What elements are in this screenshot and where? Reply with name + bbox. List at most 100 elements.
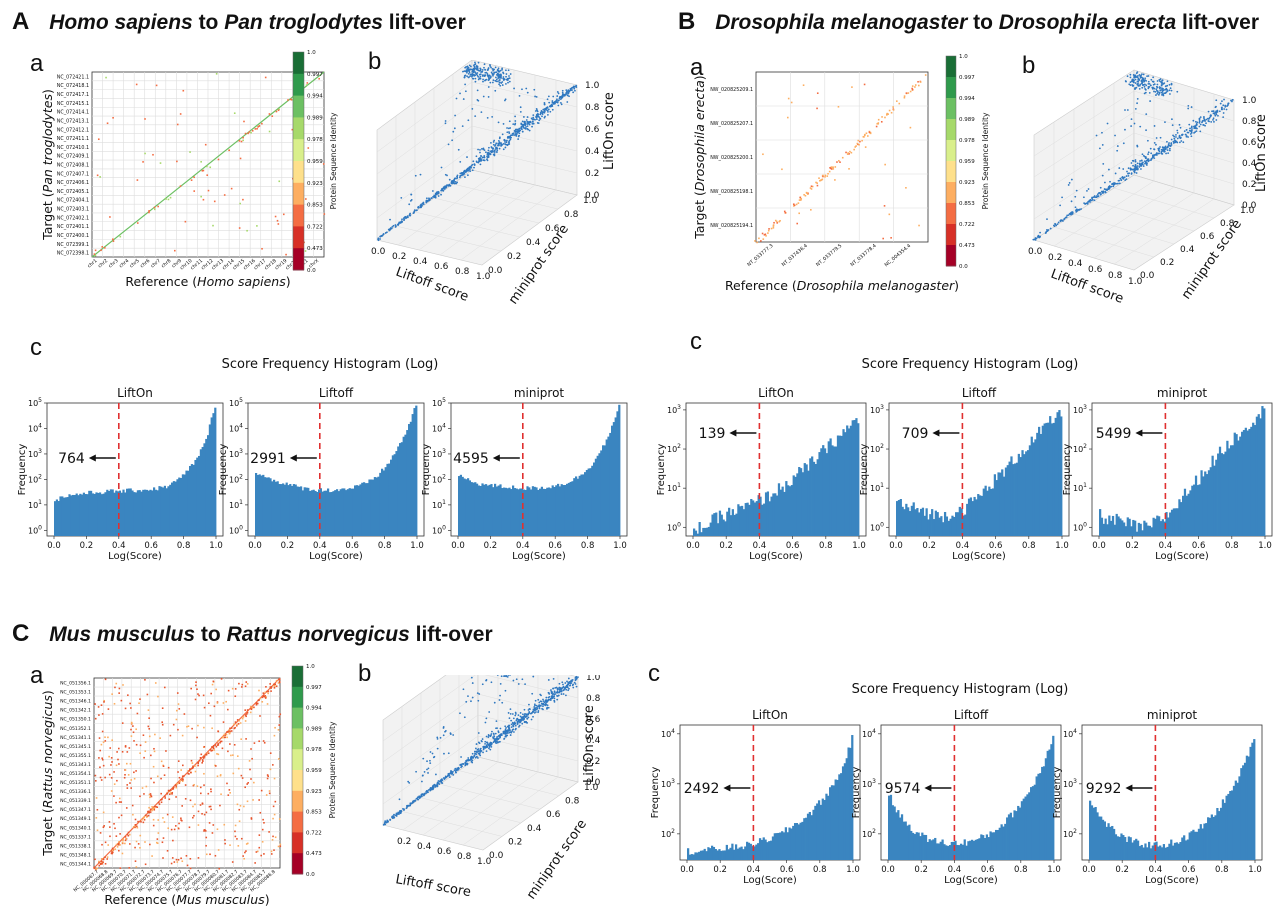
alignment-dot [181, 819, 183, 822]
alignment-dot [832, 166, 834, 169]
histogram-bar [805, 817, 808, 860]
score-point [444, 730, 446, 733]
score-point [1089, 201, 1091, 203]
score-point [1147, 82, 1150, 85]
alignment-dot [205, 811, 208, 814]
score-point [492, 141, 495, 143]
score-point [1141, 73, 1143, 76]
y-tick-label: 103 [667, 404, 681, 415]
y-tick-label: 105 [229, 397, 243, 408]
score-point [546, 706, 549, 709]
score-point [470, 700, 472, 703]
histogram-bar [938, 517, 941, 536]
alignment-dot [272, 764, 274, 766]
score-point [1112, 183, 1115, 186]
score-point [477, 748, 480, 750]
score-point [440, 780, 442, 783]
histogram-bar [726, 511, 729, 536]
z-axis-label: LiftOn score [582, 705, 597, 783]
histogram-bar [190, 464, 193, 536]
histogram-bar [899, 499, 902, 536]
alignment-dot [136, 826, 139, 829]
alignment-dot [268, 790, 271, 792]
histogram-bar [1143, 520, 1146, 536]
alignment-dot [175, 858, 178, 861]
alignment-dot [845, 151, 847, 154]
histogram-bar [485, 484, 488, 536]
score-point [408, 203, 411, 206]
colorbar-segment [292, 832, 303, 854]
colorbar-frame [945, 55, 957, 267]
alignment-dot [100, 249, 102, 252]
score-point [381, 234, 384, 237]
histogram-bar [1182, 495, 1185, 536]
alignment-dot [98, 864, 101, 867]
alignment-dot [225, 700, 227, 703]
score-point [527, 122, 530, 124]
alignment-dot [158, 803, 161, 805]
histogram-bar [524, 489, 527, 536]
z-tick-label: 0.6 [1242, 138, 1257, 148]
x-tick-label: NT_033779.5 [815, 243, 843, 268]
histogram-bar [1242, 430, 1246, 536]
histogram-bar [289, 483, 292, 536]
score-point [521, 722, 524, 725]
histogram-bar [1237, 440, 1240, 536]
score-point [1101, 174, 1104, 177]
alignment-dot [179, 780, 181, 782]
score-point [534, 118, 536, 121]
alignment-dot [144, 841, 146, 843]
histogram-bar [321, 491, 324, 536]
score-point [1144, 88, 1147, 90]
alignment-dot [197, 810, 200, 813]
score-point [1171, 118, 1173, 121]
alignment-dot [134, 818, 137, 821]
score-point [566, 680, 568, 683]
alignment-dot [142, 817, 145, 820]
y-tick-label: 103 [28, 448, 42, 459]
y-tick-label: 104 [229, 422, 243, 433]
alignment-dot [189, 867, 192, 870]
score-point [1133, 171, 1136, 174]
histogram-bar [1113, 524, 1116, 536]
histogram-bar [1121, 520, 1124, 536]
alignment-dot [220, 678, 223, 680]
label-fragment: ) [40, 89, 55, 94]
histogram-bar [795, 822, 799, 860]
alignment-dot [215, 688, 217, 691]
histogram-bar [792, 825, 795, 860]
score-point [1145, 80, 1148, 82]
histogram-bar [914, 509, 917, 536]
histogram-bar [855, 418, 858, 536]
histogram-bar [517, 489, 520, 536]
histogram-bar [1196, 485, 1199, 536]
alignment-dot [204, 829, 206, 831]
histogram-bar [522, 489, 525, 536]
alignment-dot [219, 741, 221, 744]
histogram-bar [483, 484, 486, 536]
alignment-dot [121, 722, 124, 724]
alignment-dot [147, 725, 150, 728]
score-point [492, 69, 495, 72]
alignment-dot [101, 713, 104, 715]
alignment-dot [244, 685, 247, 688]
histogram-bar [853, 420, 856, 536]
alignment-dot [218, 867, 221, 870]
alignment-dot [104, 740, 107, 742]
alignment-dot [254, 862, 256, 864]
alignment-dot [166, 813, 169, 816]
histograms-B: Score Frequency Histogram (Log)LiftOn139… [656, 357, 1273, 562]
histogram-bar [1023, 454, 1026, 536]
tick-base: 10 [1073, 523, 1083, 532]
alignment-dot [139, 834, 142, 837]
score-point [1104, 191, 1107, 194]
alignment-dot [220, 740, 223, 743]
score-point [538, 701, 541, 704]
histogram-bar [325, 490, 328, 536]
alignment-dot [187, 770, 190, 772]
histogram-bar [962, 515, 965, 536]
score-point [1059, 204, 1062, 207]
score-point [489, 64, 491, 66]
score-point [477, 741, 480, 744]
score-point [542, 698, 544, 701]
